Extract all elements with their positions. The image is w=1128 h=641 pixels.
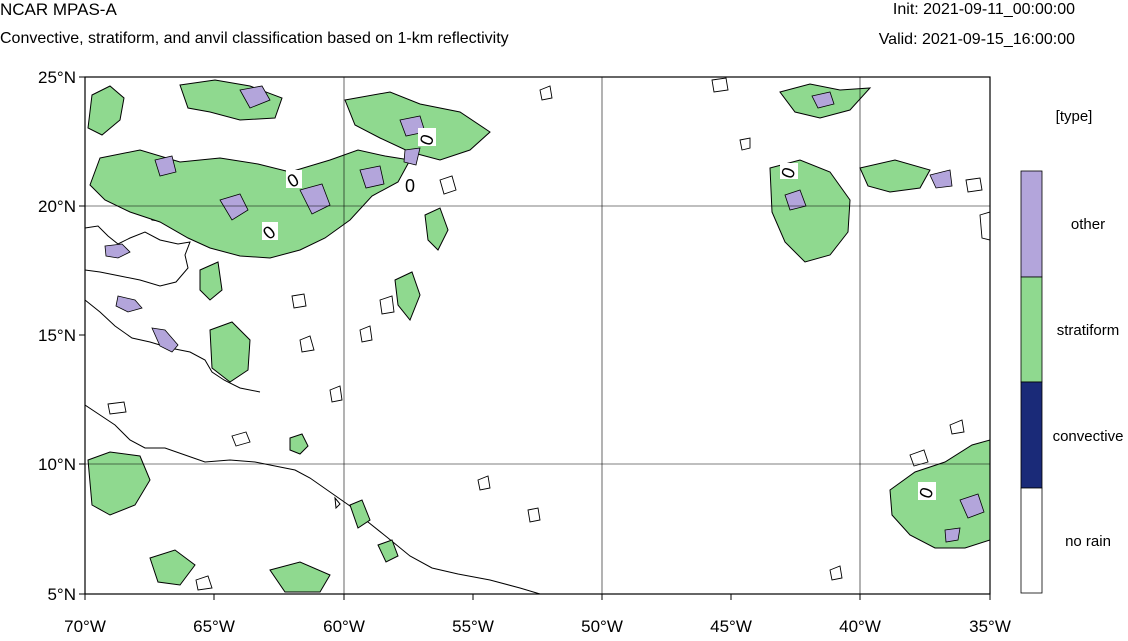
contour-label-bg xyxy=(418,128,436,146)
other-cell xyxy=(104,243,131,259)
legend-label-convective: convective xyxy=(1053,428,1124,445)
tick-marks xyxy=(79,76,991,600)
legend: [type] other stratiform convective no ra… xyxy=(1020,108,1124,594)
stratiform-cell xyxy=(859,159,931,193)
longitude-labels: 70°W 65°W 60°W 55°W 50°W 45°W 40°W 35°W xyxy=(64,617,1011,636)
scatter-cell xyxy=(107,401,127,415)
lat-label-25n: 25°N xyxy=(38,68,76,87)
other-cell xyxy=(219,193,249,221)
contour-label-bg xyxy=(402,176,418,194)
contour-label-bg xyxy=(918,482,936,500)
other-cell xyxy=(359,165,385,189)
scatter-cell xyxy=(539,85,553,101)
plot-description: Convective, stratiform, and anvil classi… xyxy=(0,30,509,47)
lat-label-10n: 10°N xyxy=(38,455,76,474)
lon-label-45w: 45°W xyxy=(710,617,752,636)
scatter-cell xyxy=(711,77,729,93)
model-title: NCAR MPAS-A xyxy=(0,0,117,19)
stratiform-cell xyxy=(269,561,331,593)
gridlines xyxy=(85,77,990,594)
scatter-cell xyxy=(299,335,315,353)
stratiform-cell xyxy=(394,271,421,321)
contour-labels: 0 0 0 0 0 0 xyxy=(259,128,937,501)
stratiform-cell xyxy=(87,85,125,136)
legend-swatch-no-rain xyxy=(1020,487,1043,594)
legend-label-other: other xyxy=(1071,216,1105,233)
lon-label-65w: 65°W xyxy=(193,617,235,636)
scatter-cell xyxy=(379,295,395,315)
lon-label-40w: 40°W xyxy=(839,617,881,636)
stratiform-cell xyxy=(199,261,223,301)
scatter-cell xyxy=(359,325,373,343)
stratiform-cell xyxy=(889,439,990,549)
contour-label-bg xyxy=(262,222,278,240)
scatter-cell xyxy=(231,431,251,447)
scatter-cell xyxy=(477,475,491,491)
lat-label-20n: 20°N xyxy=(38,197,76,216)
contour-label-bg xyxy=(286,170,302,188)
stratiform-cell xyxy=(377,539,399,563)
lon-label-55w: 55°W xyxy=(452,617,494,636)
lon-label-35w: 35°W xyxy=(969,617,1011,636)
scatter-cell xyxy=(979,211,990,241)
scatter-cell xyxy=(949,419,965,435)
lon-label-50w: 50°W xyxy=(581,617,623,636)
other-cell xyxy=(929,169,953,189)
stratiform-cell xyxy=(424,207,449,251)
lon-label-70w: 70°W xyxy=(64,617,106,636)
latitude-labels: 25°N 20°N 15°N 10°N 5°N xyxy=(38,68,76,604)
legend-label-stratiform: stratiform xyxy=(1057,322,1120,339)
scatter-cell xyxy=(965,177,983,193)
init-time: Init: 2021-09-11_00:00:00 xyxy=(892,1,1075,18)
lat-label-15n: 15°N xyxy=(38,326,76,345)
scatter-cell xyxy=(909,449,929,467)
scatter-cell xyxy=(527,507,541,523)
other-cell xyxy=(239,85,271,109)
legend-swatch-other xyxy=(1020,170,1043,278)
contour-label-bg xyxy=(780,163,798,179)
stratiform-cell xyxy=(149,549,196,586)
scatter-cell xyxy=(291,293,307,309)
other-cell xyxy=(115,295,143,313)
legend-swatch-convective xyxy=(1020,381,1043,489)
legend-swatch-stratiform xyxy=(1020,276,1043,383)
scatter-cell xyxy=(195,575,213,591)
stratiform-cell xyxy=(209,321,251,383)
coastline-greater-antilles xyxy=(85,225,191,287)
coastline-south-america xyxy=(85,404,541,594)
scatter-cell xyxy=(829,565,843,581)
lon-label-60w: 60°W xyxy=(323,617,365,636)
stratiform-cell xyxy=(289,433,309,455)
lat-label-5n: 5°N xyxy=(47,585,76,604)
precip-other xyxy=(104,85,985,543)
other-cell xyxy=(811,91,835,109)
scatter-cell xyxy=(439,175,457,195)
contour-label: 0 xyxy=(405,176,415,196)
scatter-cell xyxy=(739,137,751,151)
other-cell xyxy=(154,155,177,177)
stratiform-cell xyxy=(349,499,371,529)
stratiform-cell xyxy=(89,149,411,259)
other-cell xyxy=(403,147,421,166)
stratiform-cell xyxy=(87,451,151,516)
coastline-central-america xyxy=(85,299,261,393)
other-cell xyxy=(959,493,985,519)
legend-label-no-rain: no rain xyxy=(1065,533,1111,550)
legend-title: [type] xyxy=(1056,108,1093,125)
other-cell xyxy=(151,327,179,353)
stratiform-cell xyxy=(769,159,851,263)
precip-scattered xyxy=(107,77,990,591)
scatter-cell xyxy=(329,385,343,403)
other-cell xyxy=(944,527,961,543)
valid-time: Valid: 2021-09-15_16:00:00 xyxy=(878,31,1075,48)
precip-stratiform xyxy=(87,79,990,593)
